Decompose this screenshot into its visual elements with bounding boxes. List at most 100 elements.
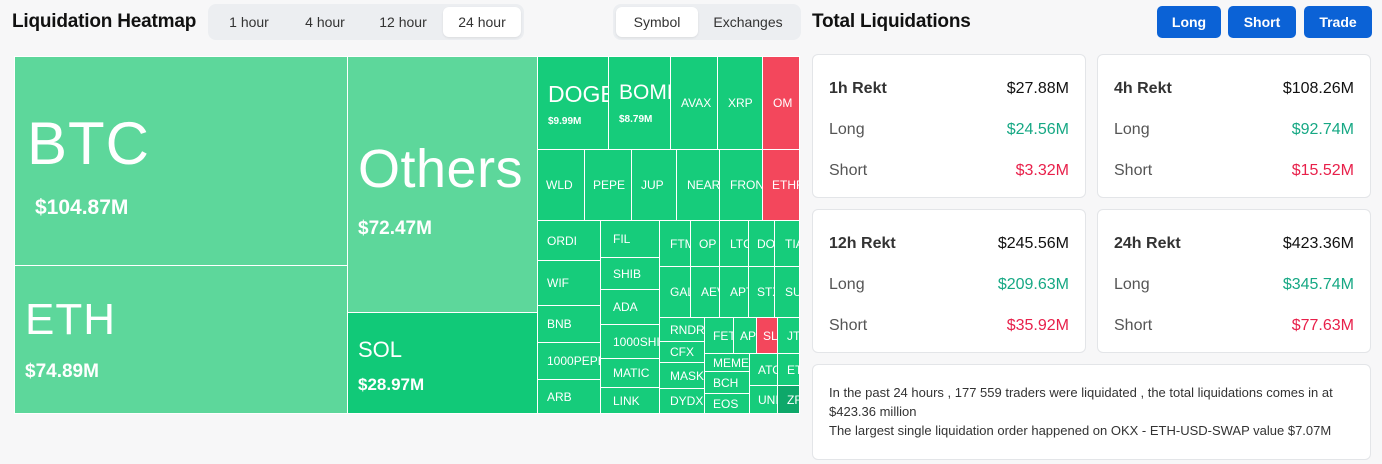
cell-value: $72.47M [358,218,432,239]
long-label: Long [829,121,865,138]
tab-1-hour[interactable]: 1 hour [229,14,269,30]
card-period: 1h Rekt [829,80,887,97]
treemap-cell-wif[interactable]: WIF [537,260,601,306]
card-long-value: $345.74M [1282,276,1354,293]
treemap-cell-xrp[interactable]: XRP [717,56,763,150]
treemap-cell-slp[interactable]: SLP [756,317,778,354]
cell-symbol: BTC [27,110,150,177]
treemap-cell-1000shib[interactable]: 1000SHIB [600,324,660,359]
cell-value: $8.79M [619,114,653,125]
rekt-card-12h: 12h Rekt $245.56M Long $209.63M Short $35.9… [812,209,1086,353]
card-long-value: $209.63M [997,276,1069,293]
treemap-cell-1000pepe[interactable]: 1000PEPE [537,342,601,380]
treemap-cell-meme[interactable]: MEME [704,353,750,372]
treemap-cell-sui[interactable]: SUI [774,266,800,318]
treemap-cell-dot[interactable]: DOT [748,220,775,267]
card-short-value: $77.63M [1291,317,1354,334]
treemap-cell-op[interactable]: OP [690,220,720,267]
treemap-cell-dydx[interactable]: DYDX [659,388,705,414]
card-period: 12h Rekt [829,235,896,252]
treemap-cell-others[interactable]: Others $72.47M [347,56,538,313]
tab-12-hour[interactable]: 12 hour [379,14,427,30]
long-label: Long [829,276,865,293]
long-button[interactable]: Long [1157,6,1221,38]
tab-4-hour[interactable]: 4 hour [305,14,345,30]
rekt-card-1h: 1h Rekt $27.88M Long $24.56M Short $3.32M [812,54,1086,198]
treemap-cell-eth[interactable]: ETH $74.89M [14,265,348,414]
card-short-value: $35.92M [1006,317,1069,334]
treemap-cell-stx[interactable]: STX [748,266,775,318]
cell-symbol: ETH [25,295,116,344]
tab-24-hour[interactable]: 24 hour [443,7,521,37]
treemap-cell-tia[interactable]: TIA [774,220,800,267]
short-label: Short [1114,162,1153,179]
card-total: $245.56M [997,235,1069,252]
treemap-cell-near[interactable]: NEAR [676,149,720,221]
treemap-cell-etc[interactable]: ETC [777,353,800,386]
totals-title: Total Liquidations [812,11,971,32]
short-label: Short [829,317,868,334]
treemap-cell-ape[interactable]: APE [733,317,757,354]
card-total: $423.36M [1282,235,1354,252]
treemap-cell-ordi[interactable]: ORDI [537,220,601,261]
cell-value: $9.99M [548,116,582,127]
long-label: Long [1114,121,1150,138]
treemap-cell-atom[interactable]: ATOM [749,353,778,386]
summary-line-largest-order: The largest single liquidation order hap… [829,423,1332,438]
treemap-cell-doge[interactable]: DOGE $9.99M [537,56,609,150]
treemap-cell-bch[interactable]: BCH [704,371,750,394]
treemap-cell-sol[interactable]: SOL $28.97M [347,312,538,414]
treemap-cell-fil[interactable]: FIL [600,220,660,258]
rekt-card-4h: 4h Rekt $108.26M Long $92.74M Short $15.52M [1097,54,1371,198]
short-button[interactable]: Short [1228,6,1296,38]
treemap-cell-avax[interactable]: AVAX [670,56,718,150]
cell-value: $74.89M [25,361,99,382]
cell-symbol: BOME [619,81,670,104]
cell-symbol: Others [358,139,524,199]
treemap-cell-bome[interactable]: BOME $8.79M [608,56,671,150]
treemap-cell-ada[interactable]: ADA [600,289,660,325]
treemap-cell-ltc[interactable]: LTC [719,220,749,267]
view-tabs: Symbol Exchanges [613,4,801,40]
treemap-cell-jup[interactable]: JUP [631,149,677,221]
treemap-cell-rndr[interactable]: RNDR [659,317,705,342]
treemap-cell-wld[interactable]: WLD [537,149,585,221]
cell-value: $28.97M [358,375,425,394]
treemap-cell-matic[interactable]: MATIC [600,358,660,388]
trade-button[interactable]: Trade [1304,6,1372,38]
heatmap-title: Liquidation Heatmap [12,11,197,32]
treemap-cell-pepe[interactable]: PEPE [584,149,632,221]
treemap-cell-arb[interactable]: ARB [537,379,601,414]
cell-symbol: SOL [358,337,403,362]
treemap-cell-jto[interactable]: JTO [777,317,800,354]
treemap-cell-gala[interactable]: GALA [659,266,691,318]
tab-symbol[interactable]: Symbol [616,7,698,37]
treemap-cell-zrx[interactable]: ZRX [777,385,800,414]
card-period: 4h Rekt [1114,80,1172,97]
card-short-value: $3.32M [1015,162,1069,179]
treemap-cell-cfx[interactable]: CFX [659,341,705,363]
treemap-cell-shib[interactable]: SHIB [600,257,660,290]
card-short-value: $15.52M [1291,162,1354,179]
treemap-cell-aevo[interactable]: AEVO [690,266,720,318]
card-total: $27.88M [1006,80,1069,97]
treemap-cell-uni[interactable]: UNI [749,385,778,414]
card-total: $108.26M [1282,80,1354,97]
card-period: 24h Rekt [1114,235,1181,252]
treemap-cell-front[interactable]: FRONT [719,149,763,221]
treemap-cell-ethfi[interactable]: ETHFI [762,149,800,221]
treemap-cell-fet[interactable]: FET [704,317,734,354]
liquidation-treemap: BTC $104.87M ETH $74.89M Others $72.47M … [14,56,800,414]
time-range-tabs: 1 hour 4 hour 12 hour 24 hour [208,4,524,40]
treemap-cell-eos[interactable]: EOS [704,393,750,414]
treemap-cell-om[interactable]: OM [762,56,800,150]
treemap-cell-mask[interactable]: MASK [659,362,705,389]
summary-line-traders: In the past 24 hours , 177 559 traders w… [829,385,1333,419]
treemap-cell-ftm[interactable]: FTM [659,220,691,267]
treemap-cell-btc[interactable]: BTC $104.87M [14,56,348,266]
treemap-cell-link[interactable]: LINK [600,387,660,414]
treemap-cell-apt[interactable]: APT [719,266,749,318]
long-label: Long [1114,276,1150,293]
treemap-cell-bnb[interactable]: BNB [537,305,601,343]
tab-exchanges[interactable]: Exchanges [713,14,783,30]
